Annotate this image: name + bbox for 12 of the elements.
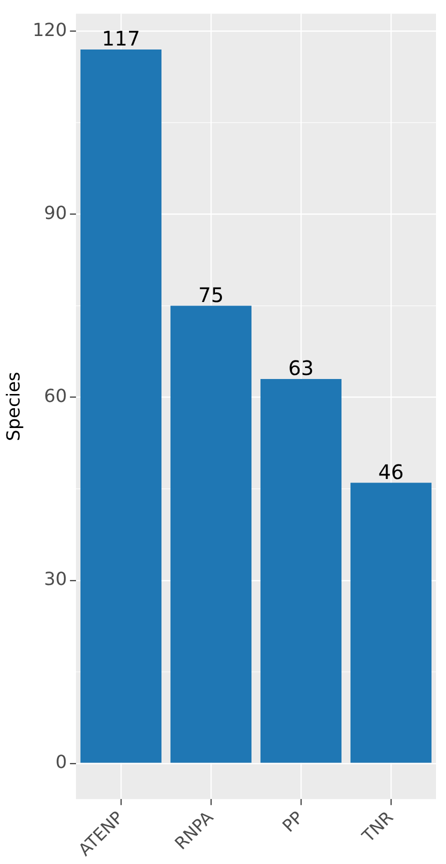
x-tick-label: PP [278, 808, 308, 836]
data-label: 117 [102, 26, 140, 51]
data-label: 46 [378, 460, 404, 484]
y-tick-label: 120 [32, 20, 67, 41]
data-label: 63 [288, 356, 314, 380]
y-tick-label: 60 [44, 386, 67, 407]
y-axis-title: Species [3, 372, 24, 442]
y-tick-label: 0 [56, 752, 67, 774]
y-tick-label: 30 [44, 569, 67, 590]
x-tick-label: TNR [358, 808, 398, 848]
data-label: 75 [198, 282, 224, 307]
y-tick-label: 90 [44, 202, 67, 224]
